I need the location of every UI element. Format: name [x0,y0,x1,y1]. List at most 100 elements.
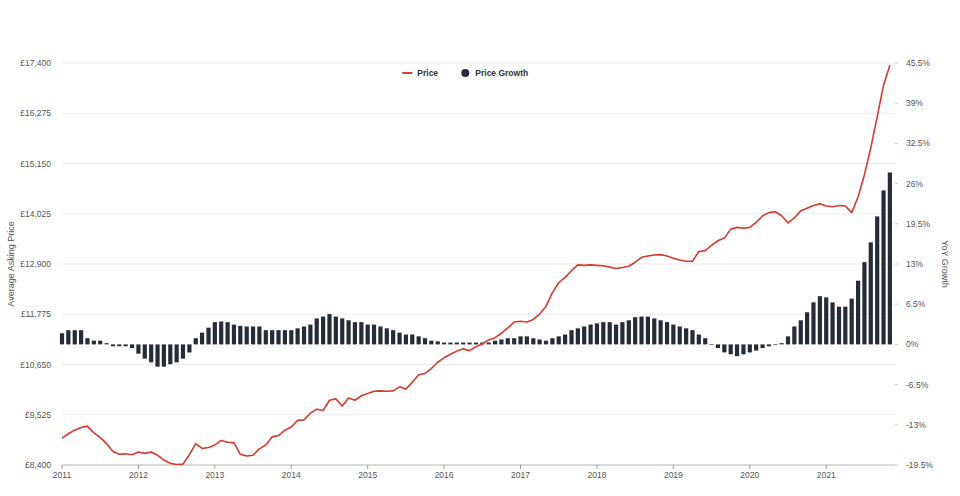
growth-bar [423,338,427,344]
growth-bar [525,336,529,344]
growth-bar [359,322,363,344]
growth-bar [98,341,102,345]
grid-line [62,63,895,64]
growth-bar [741,344,745,354]
growth-bar [257,326,261,344]
growth-bar [869,242,873,344]
growth-bar [353,322,357,344]
y2-tick-label: 6.5% [906,299,926,309]
growth-bar [799,320,803,344]
growth-bar [595,323,599,344]
growth-bar [327,314,331,344]
growth-bar [582,326,586,344]
growth-bar [238,326,242,345]
growth-bar [130,344,134,348]
growth-bar [104,343,108,344]
y2-tick-label: 13% [906,259,923,269]
growth-bar [296,328,300,344]
growth-bar [385,328,389,344]
grid-line [62,465,895,466]
growth-bar [175,344,179,362]
growth-bar [639,317,643,345]
growth-bar [410,335,414,345]
growth-bar [92,341,96,345]
growth-bar [442,343,446,345]
growth-bar [627,320,631,344]
growth-bar [213,322,217,344]
plot-data [60,65,892,464]
y-tick-label: £8,400 [25,460,51,470]
growth-bar [544,341,548,345]
growth-bar [875,216,879,344]
growth-bar [73,330,77,344]
y2-tick [895,183,898,184]
growth-bar [722,344,726,352]
y-tick-label: £16,275 [20,108,51,118]
growth-bar [143,344,147,358]
growth-bar [792,326,796,344]
x-tick [596,465,597,469]
y-tick-label: £14,025 [20,209,51,219]
growth-bar [760,344,764,348]
growth-bar [767,344,771,346]
growth-bar [417,336,421,344]
x-tick [749,465,750,469]
growth-bar [60,333,64,344]
growth-bar [111,344,115,346]
growth-bar [117,344,121,346]
growth-bar [881,190,885,344]
growth-bar [499,339,503,344]
growth-bar [589,325,593,345]
growth-bar [136,344,140,353]
growth-bar [200,333,204,345]
y2-axis-title: YoY Growth [940,240,950,288]
y2-tick [895,223,898,224]
growth-bar [818,296,822,344]
legend: PricePrice Growth [402,68,528,78]
legend-swatch [402,72,412,74]
growth-bar [321,317,325,345]
growth-bar [85,338,89,344]
y2-tick-label: -6.5% [906,380,929,390]
x-tick-label: 2011 [53,470,72,480]
growth-bar [608,322,612,344]
growth-bar [66,330,70,344]
growth-bar [302,326,306,344]
growth-bar [531,338,535,344]
y2-tick-label: -13% [906,420,926,430]
y-axis-title: Average Asking Price [6,221,16,306]
y2-tick-label: 32.5% [906,138,931,148]
grid-line [62,314,895,315]
growth-bar [251,326,255,344]
growth-bar [735,344,739,356]
price-line [62,65,890,464]
growth-bar [780,343,784,344]
growth-bar [436,341,440,344]
y-tick-label: £17,400 [20,58,51,68]
x-tick [138,465,139,469]
growth-bar [372,325,376,345]
y2-tick-label: -19.5% [906,460,933,470]
growth-bar [391,330,395,344]
growth-bar [245,326,249,344]
x-tick [367,465,368,469]
growth-bar [697,335,701,345]
growth-bar [270,330,274,344]
y-tick-label: £9,525 [25,410,51,420]
y-tick-label: £10,650 [20,360,51,370]
growth-bar [811,302,815,344]
growth-bar [709,344,713,346]
growth-bar [506,338,510,344]
growth-bar [79,330,83,344]
growth-bar [366,325,370,345]
growth-bar [512,338,516,344]
x-tick [673,465,674,469]
growth-bar [232,325,236,345]
x-tick-label: 2017 [511,470,530,480]
growth-bar [563,335,567,345]
growth-bar [448,343,452,345]
y2-tick [895,103,898,104]
growth-bar [404,335,408,345]
growth-bar [455,343,459,345]
x-tick [214,465,215,469]
